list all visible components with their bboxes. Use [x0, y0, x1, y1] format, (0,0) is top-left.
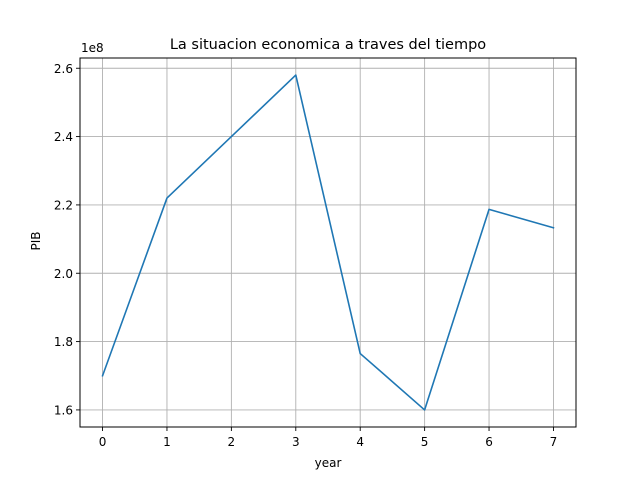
x-tick-label: 2 [228, 435, 236, 449]
y-tick-label: 2.6 [54, 62, 73, 76]
x-tick-label: 4 [356, 435, 364, 449]
y-tick-label: 1.6 [54, 403, 73, 417]
x-tick-label: 7 [550, 435, 558, 449]
y-axis-offset-label: 1e8 [81, 41, 104, 55]
chart-title: La situacion economica a traves del tiem… [170, 37, 486, 53]
y-tick-label: 2.2 [54, 198, 73, 212]
x-tick-label: 5 [421, 435, 429, 449]
y-tick-label: 2.0 [54, 267, 73, 281]
x-axis-label: year [315, 456, 342, 470]
x-tick-label: 3 [292, 435, 300, 449]
x-tick-label: 0 [99, 435, 107, 449]
x-tick-label: 6 [485, 435, 493, 449]
x-tick-label: 1 [163, 435, 171, 449]
y-tick-label: 1.8 [54, 335, 73, 349]
y-axis-label: PIB [29, 231, 43, 250]
y-tick-label: 2.4 [54, 130, 73, 144]
